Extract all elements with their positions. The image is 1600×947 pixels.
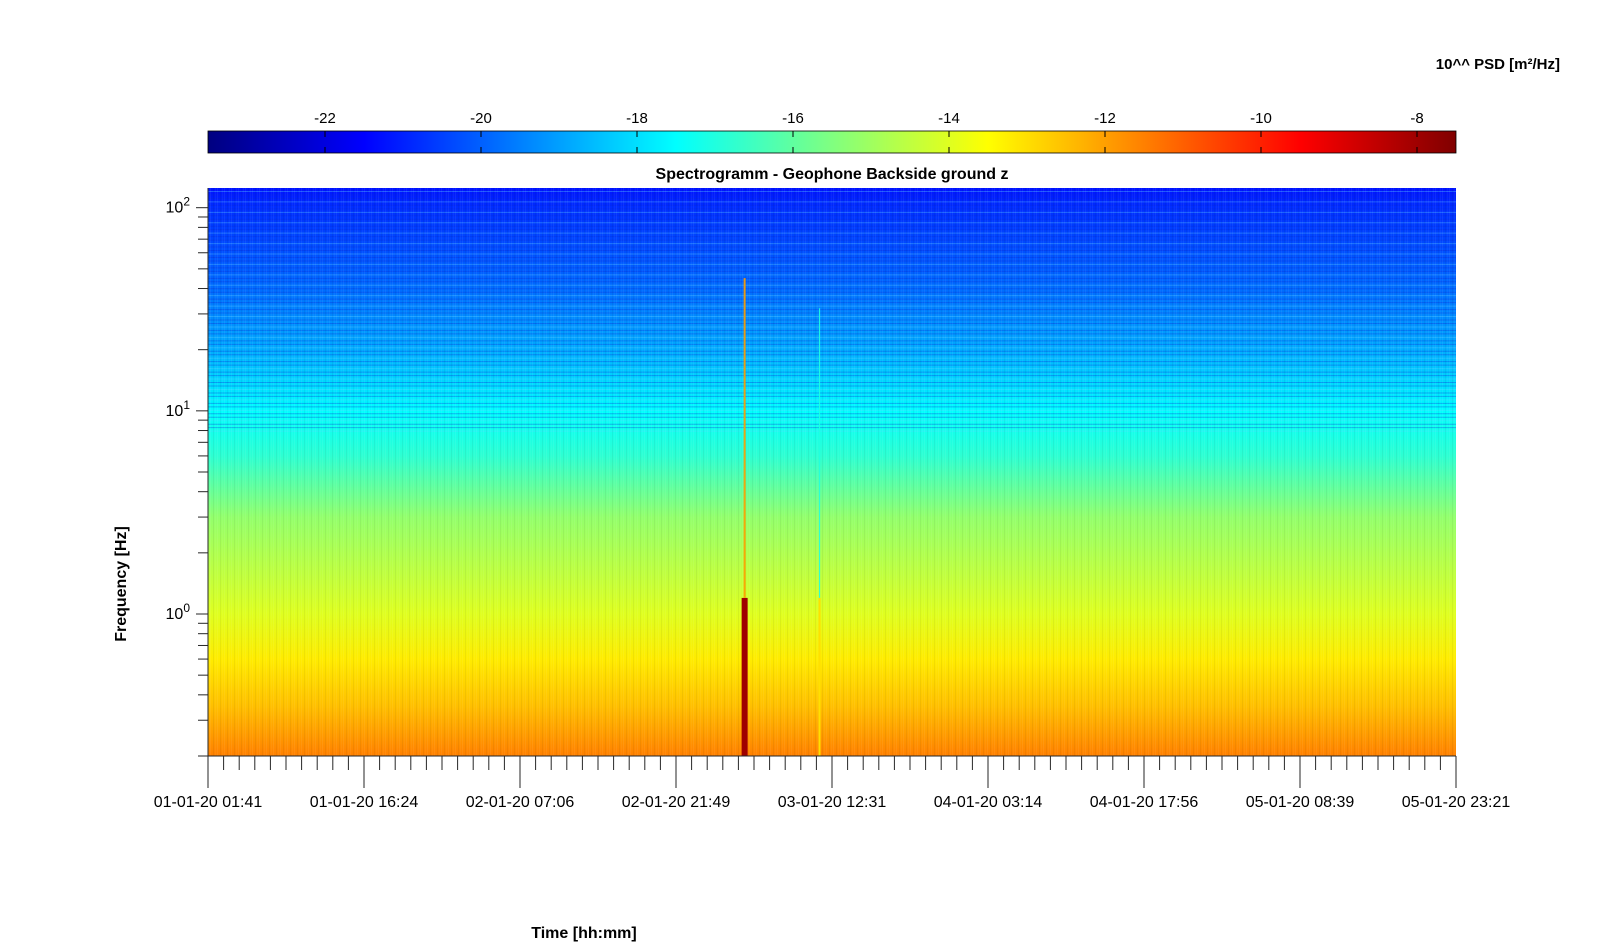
x-tick-label: 02-01-20 07:06 <box>466 794 575 811</box>
x-tick-label: 02-01-20 21:49 <box>622 794 731 811</box>
y-tick-label: 101 <box>166 398 191 420</box>
x-tick-label: 01-01-20 01:41 <box>154 794 263 811</box>
x-axis: 01-01-20 01:41 01-01-20 16:24 02-01-20 07:… <box>154 755 1511 811</box>
colorbar-tick-label: -14 <box>938 110 960 127</box>
x-axis-label: Time [hh:mm] <box>531 925 636 942</box>
event-marks <box>741 278 821 756</box>
y-tick-label: 100 <box>166 601 191 623</box>
x-tick-label: 05-01-20 08:39 <box>1246 794 1355 811</box>
y-tick-label: 102 <box>166 195 191 217</box>
colorbar-tick-label: -16 <box>782 110 804 127</box>
colorbar-tick-label: -12 <box>1094 110 1116 127</box>
colorbar-tick-label: -22 <box>314 110 336 127</box>
colorbar-gradient <box>207 130 1457 154</box>
x-tick-label: 04-01-20 17:56 <box>1090 794 1199 811</box>
colorbar-tick-label: -10 <box>1250 110 1272 127</box>
x-tick-label: 01-01-20 16:24 <box>310 794 419 811</box>
colorbar-tick-label: -8 <box>1410 110 1423 127</box>
colorbar-ticks: -22 -20 -18 -16 -14 -12 -10 -8 <box>314 110 1424 153</box>
plot-area <box>208 188 1456 756</box>
chart-title: Spectrogramm - Geophone Backside ground … <box>656 166 1009 183</box>
event-mark-low <box>741 597 748 756</box>
x-tick-label: 03-01-20 12:31 <box>778 794 887 811</box>
event-mark-low <box>818 597 821 756</box>
x-tick-label: 05-01-20 23:21 <box>1402 794 1511 811</box>
y-axis: 100 101 102 <box>166 188 209 757</box>
x-tick-label: 04-01-20 03:14 <box>934 794 1043 811</box>
y-axis-label: Frequency [Hz] <box>113 526 130 642</box>
colorbar-tick-label: -20 <box>470 110 492 127</box>
spectrogram-texture <box>208 188 1456 756</box>
colorbar: 10^^ PSD [m²/Hz] -22 -20 -18 -16 -14 -12 -10 -8 <box>207 56 1560 154</box>
colorbar-label: 10^^ PSD [m²/Hz] <box>1436 56 1560 73</box>
colorbar-tick-label: -18 <box>626 110 648 127</box>
